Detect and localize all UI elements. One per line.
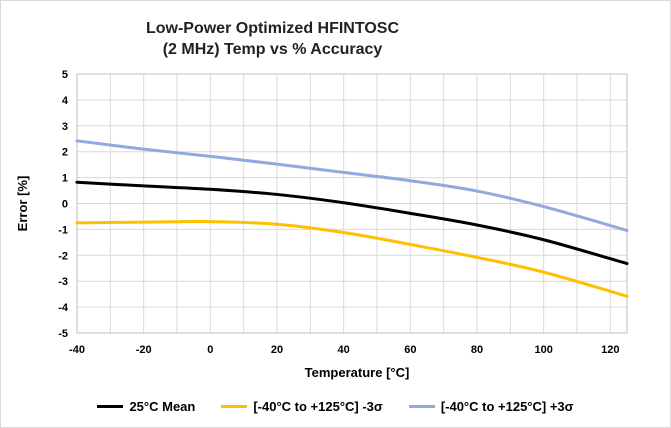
legend-item-mean: 25°C Mean — [97, 399, 195, 414]
y-axis-title: Error [%] — [15, 176, 30, 232]
y-tick-label: -2 — [58, 250, 68, 262]
legend-item-minus-3-sigma: [-40°C to +125°C] -3σ — [221, 398, 383, 414]
legend-label-minus-3-sigma: [-40°C to +125°C] -3σ — [253, 398, 383, 414]
series-line-mean — [75, 180, 629, 266]
legend-item-plus-3-sigma: [-40°C to +125°C] +3σ — [408, 398, 574, 414]
legend-label-plus-3-sigma: [-40°C to +125°C] +3σ — [440, 398, 574, 414]
legend-swatch-mean — [97, 404, 124, 408]
y-tick-label: 1 — [62, 173, 68, 185]
x-tick-label: 100 — [534, 344, 552, 356]
chart-plot: 5 4 3 2 1 0 -1 -2 -3 -4 -5-40 -20 0 20 40 60 80 100 120 Tem… — [15, 69, 629, 380]
y-tick-label: -3 — [58, 276, 68, 288]
y-tick-label: -5 — [58, 328, 68, 340]
y-tick-label: 3 — [62, 121, 68, 133]
series-line-plus-3-sigma — [75, 139, 629, 232]
x-tick-label: 60 — [404, 344, 416, 356]
y-tick-label: -4 — [58, 302, 69, 314]
x-tick-label: -40 — [69, 344, 85, 356]
y-tick-label: 2 — [62, 147, 68, 159]
x-tick-label: 40 — [338, 344, 350, 356]
y-tick-label: -1 — [58, 224, 68, 236]
chart-title-line1: Low-Power Optimized HFINTOSC — [145, 20, 400, 37]
x-tick-label: 120 — [601, 344, 619, 356]
series-line-minus-3-sigma — [75, 220, 629, 298]
y-tick-label: 0 — [62, 199, 68, 211]
y-tick-label: 4 — [62, 95, 69, 107]
legend-label-mean: 25°C Mean — [129, 398, 196, 414]
legend-swatch-minus-3-sigma — [221, 404, 248, 408]
y-tick-label: 5 — [62, 69, 68, 81]
x-tick-label: 80 — [471, 344, 483, 356]
x-tick-label: 0 — [207, 344, 213, 356]
plot-area-border — [76, 73, 628, 334]
x-tick-label: -20 — [136, 344, 152, 356]
x-axis-title: Temperature [°C] — [305, 365, 410, 380]
chart-title-line2: (2 MHz) Temp vs % Accuracy — [162, 41, 383, 58]
x-tick-label: 20 — [271, 344, 283, 356]
legend-swatch-plus-3-sigma — [408, 404, 435, 408]
chart-legend: 25°C Mean [-40°C to +125°C] -3σ [-40°C t… — [0, 395, 671, 417]
